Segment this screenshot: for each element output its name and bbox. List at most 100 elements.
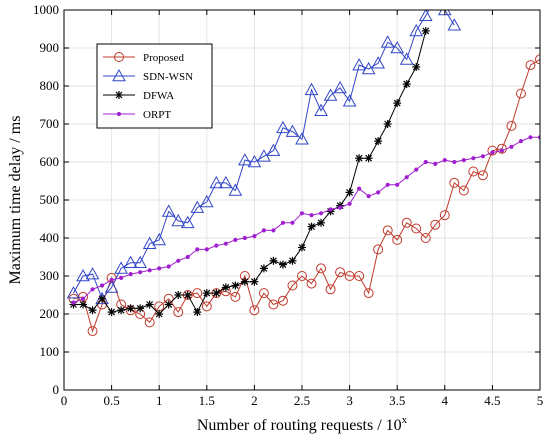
data-point-orpt xyxy=(71,300,76,305)
legend-marker xyxy=(114,52,124,62)
data-point-orpt xyxy=(404,175,409,180)
data-point-sdn-wsn xyxy=(171,213,186,227)
data-point-dfwa xyxy=(364,154,373,163)
y-tick-label: 700 xyxy=(40,116,60,131)
data-point-dfwa xyxy=(317,218,326,227)
data-point-orpt xyxy=(433,161,438,166)
data-point-sdn-wsn xyxy=(399,52,414,65)
data-point-proposed xyxy=(382,225,393,236)
data-point-sdn-wsn xyxy=(314,103,328,116)
data-point-sdn-wsn xyxy=(152,232,167,246)
y-tick-label: 600 xyxy=(40,154,60,169)
data-point-dfwa xyxy=(307,222,316,231)
data-point-orpt xyxy=(499,148,505,153)
data-point-proposed xyxy=(477,170,488,181)
data-point-sdn-wsn xyxy=(238,153,252,166)
data-point-sdn-wsn xyxy=(409,23,424,37)
axis-ticks: 0 0.5 1 1.5 2 2.5 3 3.5 4 4.5 5 0 100 200 300 400 500 600… xyxy=(33,2,543,408)
x-tick-label: 4 xyxy=(442,393,449,408)
data-point-orpt xyxy=(328,207,333,212)
legend-item-dfwa: DFWA xyxy=(103,90,174,102)
data-point-dfwa xyxy=(202,289,211,298)
y-tick-label: 100 xyxy=(40,344,60,359)
data-point-orpt xyxy=(347,201,352,206)
data-point-proposed xyxy=(230,291,241,302)
data-point-dfwa xyxy=(136,304,145,313)
data-point-sdn-wsn xyxy=(228,183,243,196)
legend-marker xyxy=(116,111,122,117)
data-point-orpt xyxy=(280,220,286,225)
data-point-proposed xyxy=(297,271,307,281)
x-axis-label-text: Number of routing requests / 10 xyxy=(197,417,402,434)
data-point-proposed xyxy=(354,271,365,281)
data-point-orpt xyxy=(461,158,466,163)
y-tick-label: 400 xyxy=(40,230,60,245)
legend-label: DFWA xyxy=(143,90,174,102)
data-point-proposed xyxy=(258,288,269,299)
data-point-proposed xyxy=(144,317,155,328)
data-point-orpt xyxy=(109,277,114,282)
data-point-orpt xyxy=(271,228,276,233)
data-point-orpt xyxy=(233,237,238,242)
data-point-dfwa xyxy=(79,300,88,309)
data-point-sdn-wsn xyxy=(276,120,290,134)
data-point-dfwa xyxy=(298,243,306,252)
x-tick-label: 3 xyxy=(346,393,353,408)
data-point-dfwa xyxy=(221,283,230,292)
data-point-proposed xyxy=(192,288,203,299)
data-point-proposed xyxy=(306,278,317,289)
data-point-orpt xyxy=(471,156,476,161)
data-point-sdn-wsn xyxy=(142,236,157,249)
legend: Proposed SDN-WSN DFWA ORPT xyxy=(96,43,213,129)
data-point-orpt xyxy=(385,182,390,187)
series-sdn-wsn xyxy=(66,10,462,305)
data-point-dfwa xyxy=(345,188,354,197)
x-axis-label-superscript: x xyxy=(402,414,408,426)
data-point-sdn-wsn xyxy=(104,280,119,293)
data-point-orpt xyxy=(518,139,524,144)
x-tick-label: 1.5 xyxy=(199,393,215,408)
data-point-sdn-wsn xyxy=(304,82,319,96)
data-point-dfwa xyxy=(269,256,278,265)
data-point-proposed xyxy=(363,288,374,299)
data-point-dfwa xyxy=(193,308,202,317)
data-point-proposed xyxy=(201,301,212,312)
data-point-sdn-wsn xyxy=(352,58,366,71)
data-point-dfwa xyxy=(250,277,259,286)
data-point-proposed xyxy=(411,223,422,234)
data-point-dfwa xyxy=(126,304,135,313)
y-tick-label: 1000 xyxy=(33,2,59,17)
data-point-orpt xyxy=(395,182,400,187)
data-point-orpt xyxy=(166,264,171,269)
data-point-orpt xyxy=(119,275,124,280)
data-point-orpt xyxy=(376,190,381,195)
y-tick-label: 300 xyxy=(40,268,60,283)
data-point-orpt xyxy=(528,135,533,140)
data-point-proposed xyxy=(515,88,526,99)
data-point-orpt xyxy=(309,213,314,218)
data-point-orpt xyxy=(242,235,247,241)
data-point-proposed xyxy=(268,299,279,310)
data-point-proposed xyxy=(420,233,431,243)
data-point-proposed xyxy=(458,185,469,196)
data-point-orpt xyxy=(195,247,200,252)
data-point-proposed xyxy=(439,210,450,221)
data-point-proposed xyxy=(325,284,336,295)
data-point-proposed xyxy=(344,271,355,281)
data-point-sdn-wsn xyxy=(342,94,357,107)
data-point-dfwa xyxy=(278,260,287,269)
y-tick-label: 0 xyxy=(53,382,60,397)
x-tick-label: 2 xyxy=(251,393,258,408)
data-point-sdn-wsn xyxy=(371,56,386,69)
data-point-dfwa xyxy=(164,300,173,309)
data-point-dfwa xyxy=(393,99,402,108)
data-point-sdn-wsn xyxy=(323,88,338,101)
data-point-sdn-wsn xyxy=(390,40,405,54)
data-point-sdn-wsn xyxy=(133,255,148,268)
data-point-proposed xyxy=(449,177,460,188)
legend-item-sdn-wsn: SDN-WSN xyxy=(103,68,193,83)
data-point-dfwa xyxy=(174,291,183,299)
data-point-dfwa xyxy=(98,294,107,303)
legend-item-orpt: ORPT xyxy=(103,109,171,121)
